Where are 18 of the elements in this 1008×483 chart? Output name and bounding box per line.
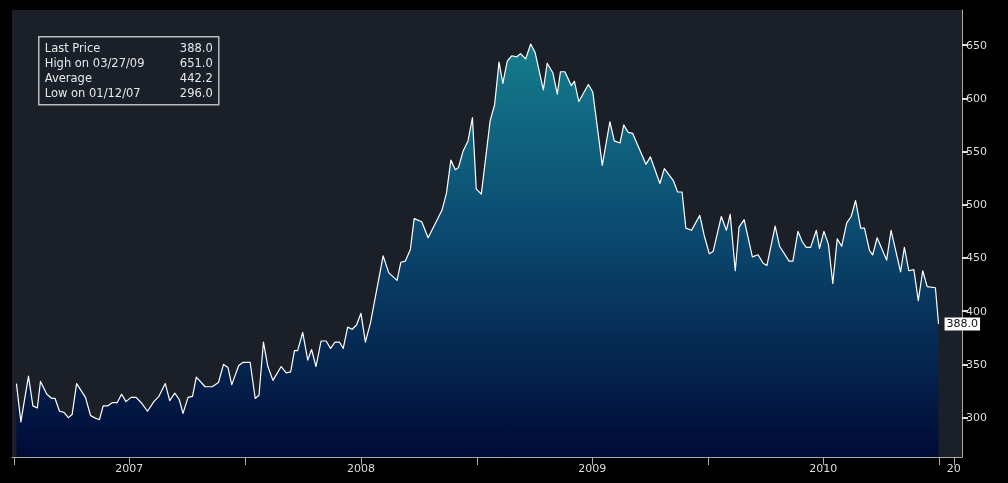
- y-tick-label: 550: [966, 145, 987, 159]
- y-tick-label: 400: [966, 304, 987, 318]
- x-tick-label: 2008: [346, 462, 375, 475]
- y-tick-label: 450: [966, 251, 987, 265]
- text: Last Price 388.0: [44, 40, 213, 55]
- y-tick-label: 350: [966, 357, 987, 371]
- y-tick-label: 500: [966, 198, 987, 212]
- x-tick-label: 2009: [578, 462, 607, 475]
- text: High on 03/27/09 651.0: [44, 55, 213, 70]
- x-tick-label: 20: [946, 462, 961, 475]
- text: Low on 01/12/07 296.0: [44, 85, 213, 100]
- y-tick-label: 650: [966, 38, 987, 52]
- y-tick-label: 300: [966, 411, 987, 425]
- data-label: 388.0: [946, 317, 979, 331]
- x-tick-label: 2007: [115, 462, 144, 475]
- x-tick-label: 2010: [809, 462, 838, 475]
- y-tick-label: 600: [966, 91, 987, 105]
- text: Average 442.2: [44, 70, 213, 85]
